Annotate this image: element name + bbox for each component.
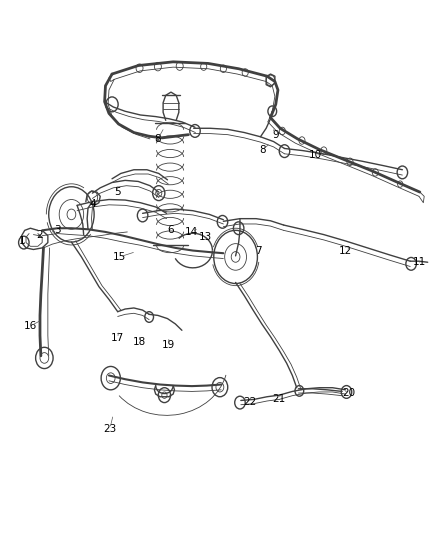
Text: 2: 2 bbox=[36, 230, 42, 240]
Text: 4: 4 bbox=[89, 199, 95, 209]
Text: 9: 9 bbox=[272, 130, 279, 140]
Text: 3: 3 bbox=[54, 225, 61, 236]
Text: 19: 19 bbox=[162, 340, 175, 350]
Text: 15: 15 bbox=[113, 252, 126, 262]
Text: 23: 23 bbox=[103, 424, 117, 434]
Text: 5: 5 bbox=[114, 187, 121, 197]
Text: 21: 21 bbox=[272, 394, 286, 405]
Text: 11: 11 bbox=[413, 257, 427, 267]
Text: 13: 13 bbox=[199, 232, 212, 243]
Text: 12: 12 bbox=[339, 246, 352, 255]
Text: 20: 20 bbox=[343, 388, 356, 398]
Text: 8: 8 bbox=[259, 144, 266, 155]
Text: 7: 7 bbox=[255, 246, 261, 255]
Text: 22: 22 bbox=[243, 397, 256, 407]
Text: 8: 8 bbox=[155, 134, 161, 144]
Text: 14: 14 bbox=[185, 227, 198, 237]
Text: 6: 6 bbox=[168, 225, 174, 236]
Text: 16: 16 bbox=[24, 321, 37, 331]
Text: 10: 10 bbox=[308, 150, 321, 160]
Text: 1: 1 bbox=[18, 236, 25, 246]
Text: 17: 17 bbox=[111, 333, 124, 343]
Text: 18: 18 bbox=[133, 337, 146, 347]
